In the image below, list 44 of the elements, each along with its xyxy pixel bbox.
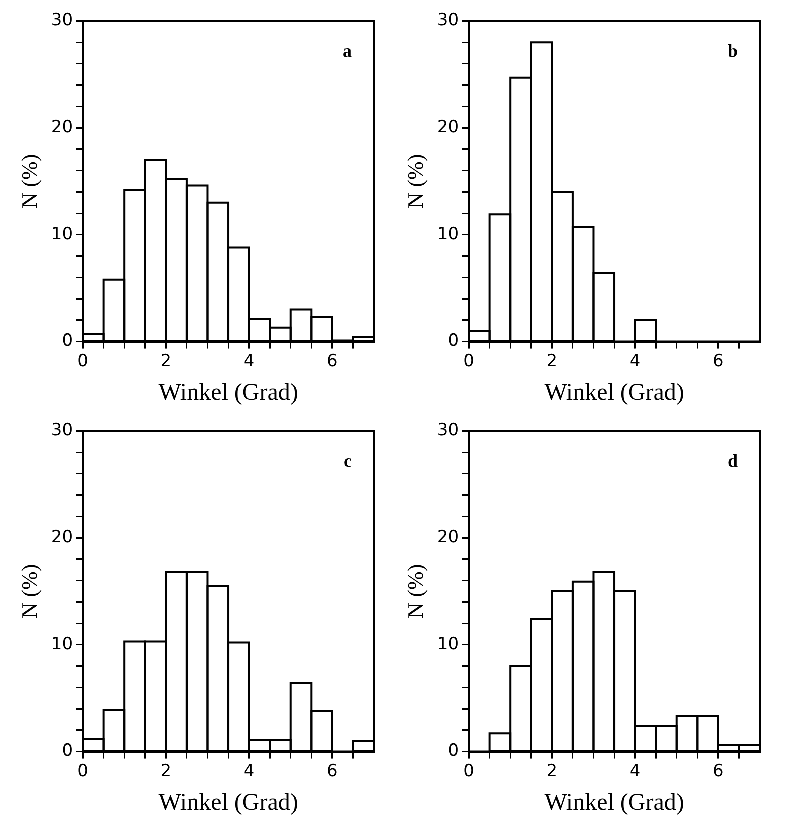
x-tick-label: 0 xyxy=(78,351,88,372)
y-tick-label: 10 xyxy=(437,634,460,654)
x-tick-label: 2 xyxy=(546,761,558,782)
y-tick-label: 10 xyxy=(51,224,74,244)
x-tick-label: 2 xyxy=(160,761,172,782)
annotation: b xyxy=(728,40,738,61)
y-tick-label: 0 xyxy=(62,741,74,762)
y-tick-label: 20 xyxy=(437,527,460,548)
x-tick-label: 4 xyxy=(244,351,255,372)
y-axis-title: N (%) xyxy=(16,564,42,619)
y-tick-label: 10 xyxy=(51,634,74,654)
x-tick-label: 6 xyxy=(327,761,338,782)
x-tick-label: 4 xyxy=(630,351,641,372)
y-tick-label: 0 xyxy=(448,331,460,352)
x-tick-label: 0 xyxy=(464,351,474,372)
y-tick-label: 30 xyxy=(51,10,74,31)
y-tick-label: 10 xyxy=(437,224,460,244)
x-axis-title: Winkel (Grad) xyxy=(544,790,684,816)
y-axis-title: N (%) xyxy=(16,154,42,209)
y-tick-label: 30 xyxy=(437,420,460,441)
x-tick-label: 6 xyxy=(327,351,338,372)
x-tick-label: 2 xyxy=(546,351,558,372)
y-tick-label: 20 xyxy=(51,527,74,548)
y-tick-label: 20 xyxy=(437,117,460,138)
x-tick-label: 6 xyxy=(713,761,724,782)
x-tick-label: 6 xyxy=(713,351,724,372)
annotation: d xyxy=(728,450,738,471)
x-tick-label: 4 xyxy=(630,761,641,782)
y-axis-title: N (%) xyxy=(402,564,428,619)
y-axis-title: N (%) xyxy=(402,154,428,209)
y-tick-label: 30 xyxy=(51,420,74,441)
x-tick-label: 4 xyxy=(244,761,255,782)
x-axis-title: Winkel (Grad) xyxy=(158,380,298,406)
x-tick-label: 0 xyxy=(464,761,474,782)
x-axis-title: Winkel (Grad) xyxy=(544,380,684,406)
y-tick-label: 0 xyxy=(62,331,74,352)
x-tick-label: 2 xyxy=(160,351,172,372)
x-axis-title: Winkel (Grad) xyxy=(158,790,298,816)
y-tick-label: 30 xyxy=(437,10,460,31)
annotation: a xyxy=(343,40,352,61)
y-tick-label: 0 xyxy=(448,741,460,762)
y-tick-label: 20 xyxy=(51,117,74,138)
x-tick-label: 0 xyxy=(78,761,88,782)
annotation: c xyxy=(344,450,352,471)
